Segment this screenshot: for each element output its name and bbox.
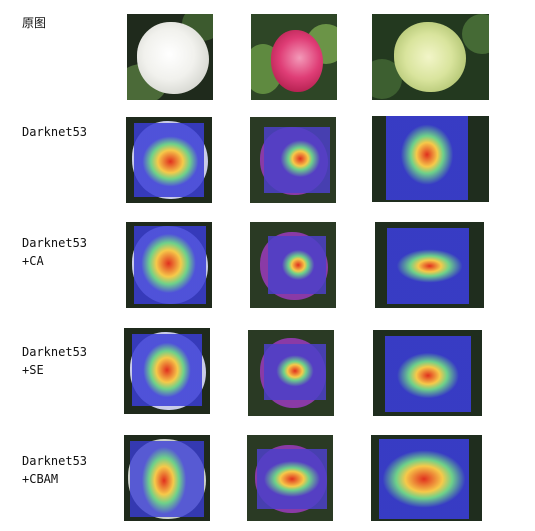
heatmap-cbam-white-peony	[124, 435, 210, 521]
heatmap-se-pink-peony	[248, 330, 334, 416]
original-image-green-peony	[372, 14, 489, 100]
row-label-darknet53-cbam: Darknet53 +CBAM	[22, 454, 88, 486]
original-image-white-peony	[127, 14, 213, 100]
heatmap-darknet53-pink-peony	[250, 117, 336, 203]
heatmap-ca-green-peony	[375, 222, 484, 308]
heatmap-darknet53-green-peony	[372, 116, 489, 202]
heatmap-ca-white-peony	[126, 222, 212, 308]
row-label-darknet53: Darknet53	[22, 125, 88, 139]
row-label-darknet53-ca: Darknet53 +CA	[22, 236, 88, 268]
heatmap-ca-pink-peony	[250, 222, 336, 308]
row-label-darknet53-se: Darknet53 +SE	[22, 345, 88, 377]
heatmap-cbam-pink-peony	[247, 435, 333, 521]
heatmap-se-white-peony	[124, 328, 210, 414]
row-label-original: 原图	[22, 16, 47, 30]
original-image-pink-peony	[251, 14, 337, 100]
heatmap-darknet53-white-peony	[126, 117, 212, 203]
heatmap-se-green-peony	[373, 330, 482, 416]
heatmap-cbam-green-peony	[371, 435, 482, 521]
